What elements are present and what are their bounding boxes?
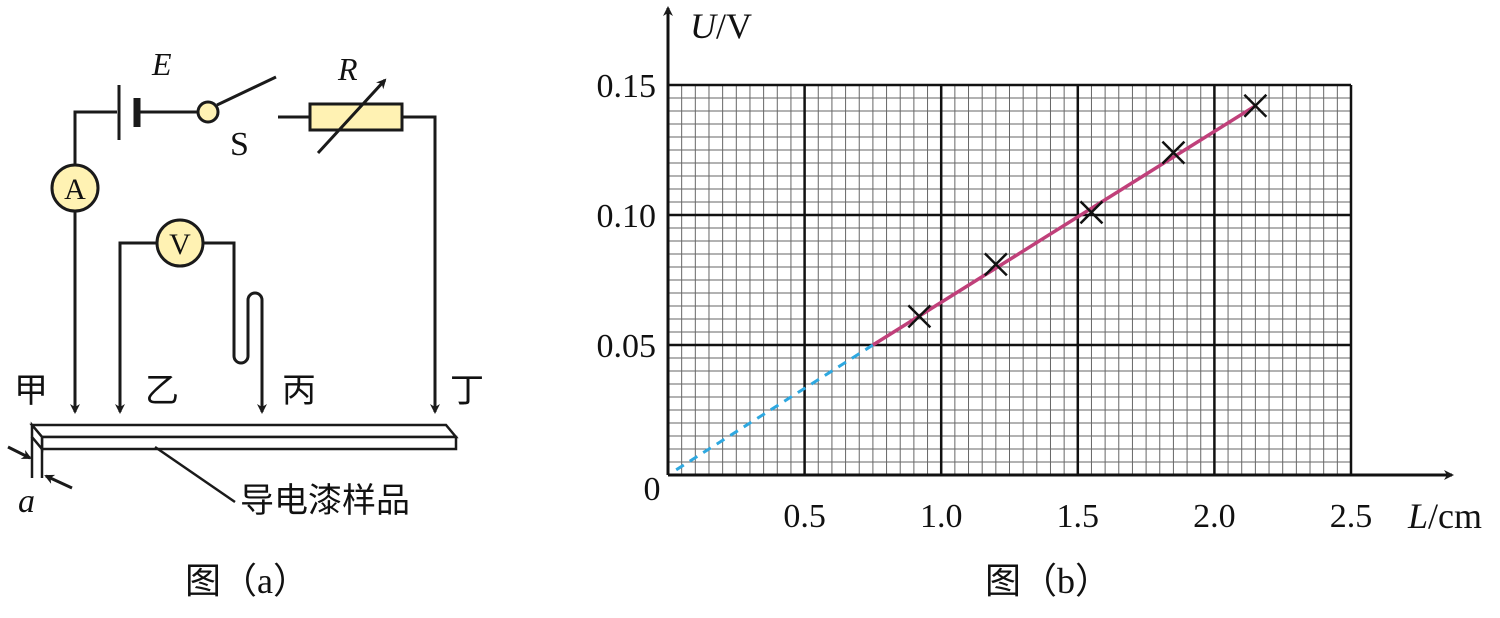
- data-point: [907, 304, 932, 329]
- grid-major: [668, 83, 1353, 475]
- origin-label: 0: [644, 471, 661, 508]
- data-point-stroke: [1243, 93, 1268, 118]
- data-point: [1079, 200, 1104, 225]
- graph-b: 0.5 1.0 1.5 2.0 2.5 0.05 0.10 0.15 U/V L/cm 0 图…: [597, 6, 1482, 601]
- probe-label-yi: 乙: [145, 373, 179, 410]
- y-axis-label: U/V: [690, 6, 752, 46]
- data-series: [675, 93, 1268, 472]
- thickness-arrow-right: [44, 474, 73, 490]
- wire-to-probe-bing: [203, 241, 267, 414]
- thickness-label: a: [18, 483, 35, 520]
- data-point: [1243, 93, 1268, 118]
- x-tick-label: 1.5: [1057, 498, 1100, 535]
- data-point-stroke: [1079, 200, 1104, 225]
- data-point-stroke: [907, 304, 932, 329]
- tick-labels: 0.5 1.0 1.5 2.0 2.5 0.05 0.10 0.15: [597, 68, 1373, 535]
- wire-to-probe-ding: [402, 115, 440, 414]
- probe-label-jia: 甲: [14, 373, 48, 410]
- battery-symbol: [117, 85, 141, 140]
- data-point-stroke: [1161, 140, 1186, 165]
- extrapolation-dashed-line: [675, 343, 874, 472]
- data-point-stroke: [983, 252, 1008, 277]
- grid-minor: [668, 85, 1351, 475]
- switch-label: S: [230, 126, 249, 163]
- thickness-arrow-left: [7, 445, 32, 460]
- data-point: [983, 252, 1008, 277]
- y-tick-label: 0.15: [597, 68, 657, 105]
- x-tick-label: 1.0: [920, 498, 963, 535]
- conductive-sample: [29, 421, 459, 478]
- x-tick-label: 2.0: [1193, 498, 1236, 535]
- wire-top-left: [73, 110, 117, 165]
- x-tick-label: 0.5: [783, 498, 826, 535]
- switch-symbol: [196, 75, 277, 124]
- caption-b: 图（b）: [985, 561, 1111, 601]
- probe-label-ding: 丁: [450, 373, 484, 410]
- data-point: [1161, 140, 1186, 165]
- y-tick-label: 0.10: [597, 198, 657, 235]
- x-axis-label: L/cm: [1407, 496, 1482, 536]
- circuit-diagram: E S R A V 甲 乙 丙 丁: [7, 46, 484, 601]
- sample-pointer-line: [154, 445, 236, 504]
- x-tick-label: 2.5: [1330, 498, 1373, 535]
- caption-a: 图（a）: [185, 561, 309, 601]
- fit-line: [871, 104, 1257, 347]
- battery-label: E: [151, 46, 172, 82]
- rheostat-label: R: [337, 51, 358, 87]
- ammeter-label: A: [64, 173, 86, 206]
- rheostat-symbol: [308, 78, 404, 155]
- y-tick-label: 0.05: [597, 328, 657, 365]
- probe-label-bing: 丙: [282, 373, 316, 410]
- voltmeter-label: V: [169, 228, 191, 261]
- sample-label: 导电漆样品: [240, 482, 410, 520]
- wire-to-probe-yi: [115, 241, 157, 414]
